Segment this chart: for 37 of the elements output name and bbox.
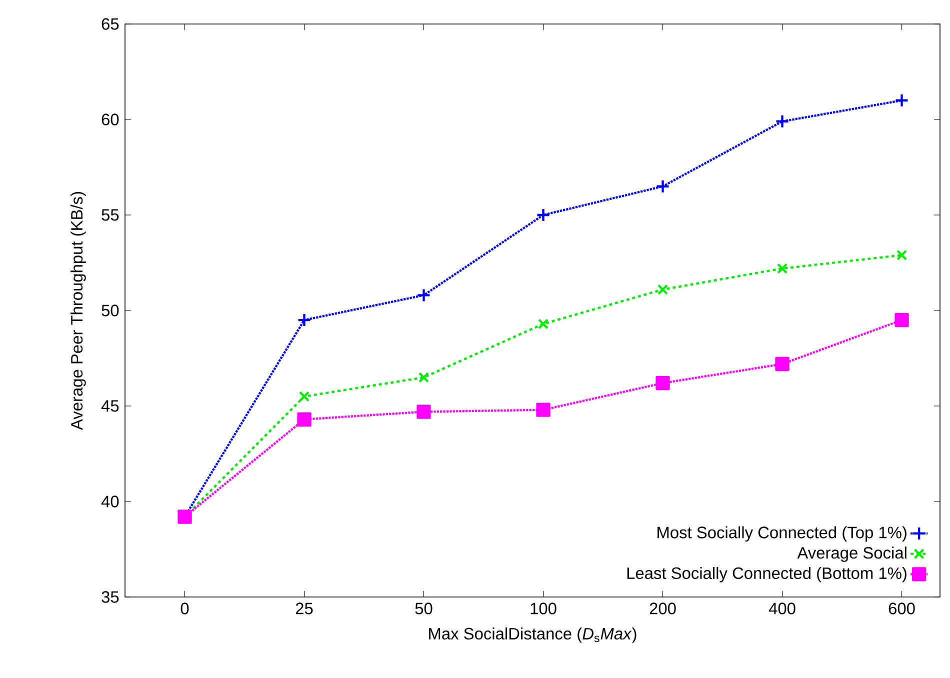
point <box>538 318 549 330</box>
x-tick-label: 400 <box>768 602 796 614</box>
legend-label: Least Socially Connected (Bottom 1%) <box>627 566 906 582</box>
point <box>776 263 788 274</box>
y-tick-label: 45 <box>101 400 119 412</box>
point <box>656 179 670 194</box>
point <box>536 208 550 222</box>
point <box>418 372 430 383</box>
x-tick-label: 100 <box>530 602 556 614</box>
point <box>298 391 310 402</box>
point <box>894 93 909 108</box>
y-tick-label: 55 <box>102 209 119 221</box>
legend-label: Most Socially Connected (Top 1%) <box>658 526 906 542</box>
y-tick-label: 60 <box>102 114 119 126</box>
x-tick-label: 25 <box>296 602 313 614</box>
y-tick-label: 35 <box>102 591 119 603</box>
x-tick-label: 600 <box>888 602 915 614</box>
point <box>896 250 908 260</box>
point <box>297 412 312 426</box>
point <box>656 376 670 390</box>
x-tick-label: 0 <box>180 602 189 614</box>
point <box>657 284 668 295</box>
y-tick-label: 65 <box>102 18 119 30</box>
point <box>297 312 312 328</box>
y-axis-title: Average Peer Throughput (KB/s) <box>70 192 86 430</box>
y-tick-label: 50 <box>102 304 119 316</box>
x-tick-label: 50 <box>415 602 432 614</box>
x-axis-title: Max SocialDistance (D$_{s}$Max) <box>429 627 636 643</box>
x-tick-label: 200 <box>650 602 676 614</box>
point <box>775 356 790 372</box>
y-tick-label: 40 <box>101 496 119 508</box>
point <box>416 404 431 419</box>
legend-label: Average Social <box>797 546 906 562</box>
point <box>416 288 431 302</box>
point <box>894 312 909 328</box>
point <box>775 114 790 128</box>
point <box>536 402 550 417</box>
